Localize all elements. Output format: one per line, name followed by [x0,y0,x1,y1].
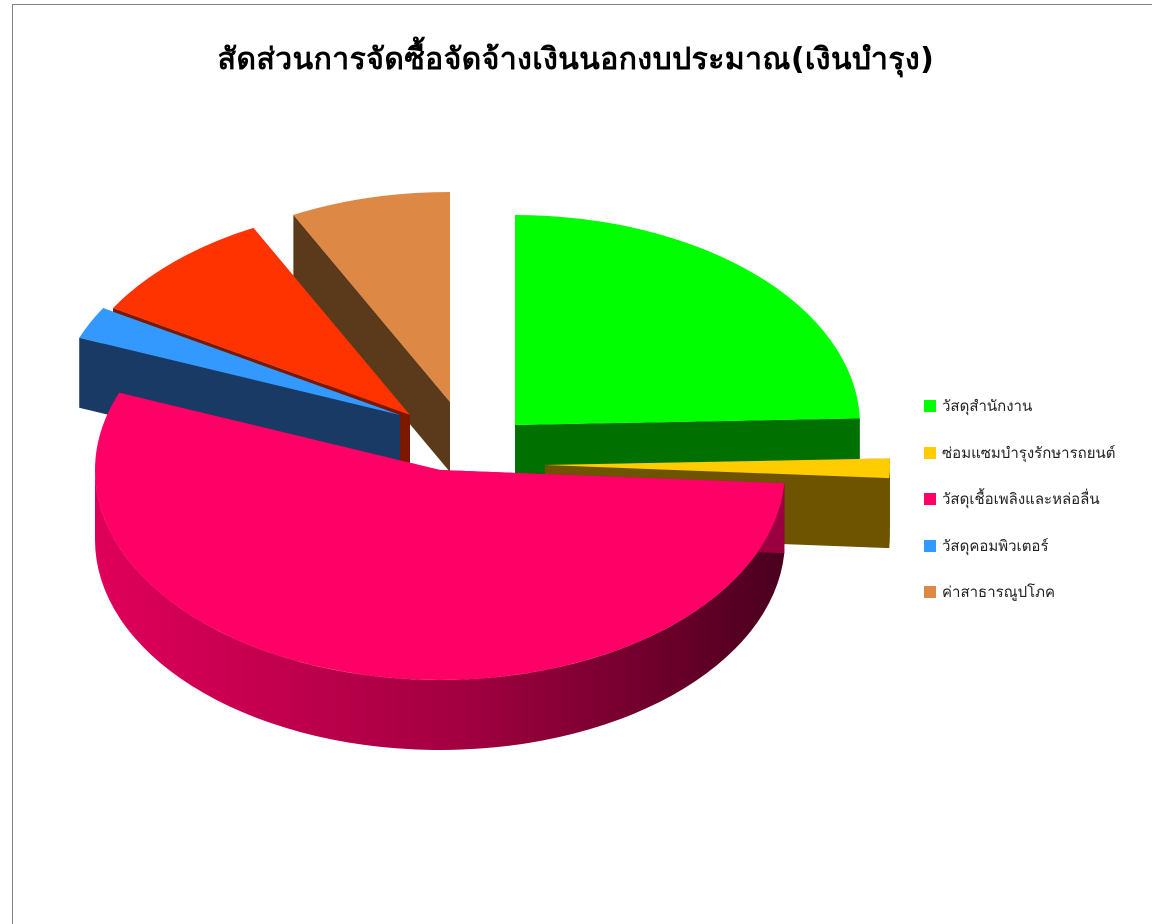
legend-label: ค่าสาธารณูปโภค [942,583,1056,601]
legend-swatch [924,586,936,598]
pie-slice-6 [293,192,450,473]
pie-slice-top [545,458,890,479]
legend-swatch [924,400,936,412]
pie-slice-1 [515,215,860,495]
legend-item: ซ่อมแซมบำรุงรักษารถยนต์ [924,444,1116,462]
legend-item: ค่าสาธารณูปโภค [924,583,1116,601]
pie-slice-3 [95,392,785,750]
legend-item: วัสดุคอมพิวเตอร์ [924,537,1116,555]
legend-swatch [924,539,936,552]
pie-slice-top [515,215,860,425]
chart-title: สัดส่วนการจัดซื้อจัดจ้างเงินนอกงบประมาณ(… [217,42,935,77]
pie-slice-top [293,192,450,402]
legend-label: วัสดุเชื้อเพลิงและหล่อลื่น [942,490,1100,508]
legend-swatch [924,446,936,459]
pie-slice-face [293,214,450,473]
legend-item: วัสดุสำนักงาน [924,397,1116,415]
pie-slice-top [79,308,400,415]
chart-legend: วัสดุสำนักงานซ่อมแซมบำรุงรักษารถยนต์วัสด… [924,397,1116,630]
chart-frame [12,4,1152,924]
pie-slice-top [95,392,785,680]
legend-label: ซ่อมแซมบำรุงรักษารถยนต์ [942,443,1116,462]
legend-label: วัสดุสำนักงาน [942,397,1033,415]
pie-slice-top [113,227,410,415]
legend-swatch [924,493,936,505]
pie-slice-wall [95,470,785,750]
legend-item: วัสดุเชื้อเพลิงและหล่อลื่น [924,490,1116,508]
legend-label: วัสดุคอมพิวเตอร์ [942,536,1049,555]
